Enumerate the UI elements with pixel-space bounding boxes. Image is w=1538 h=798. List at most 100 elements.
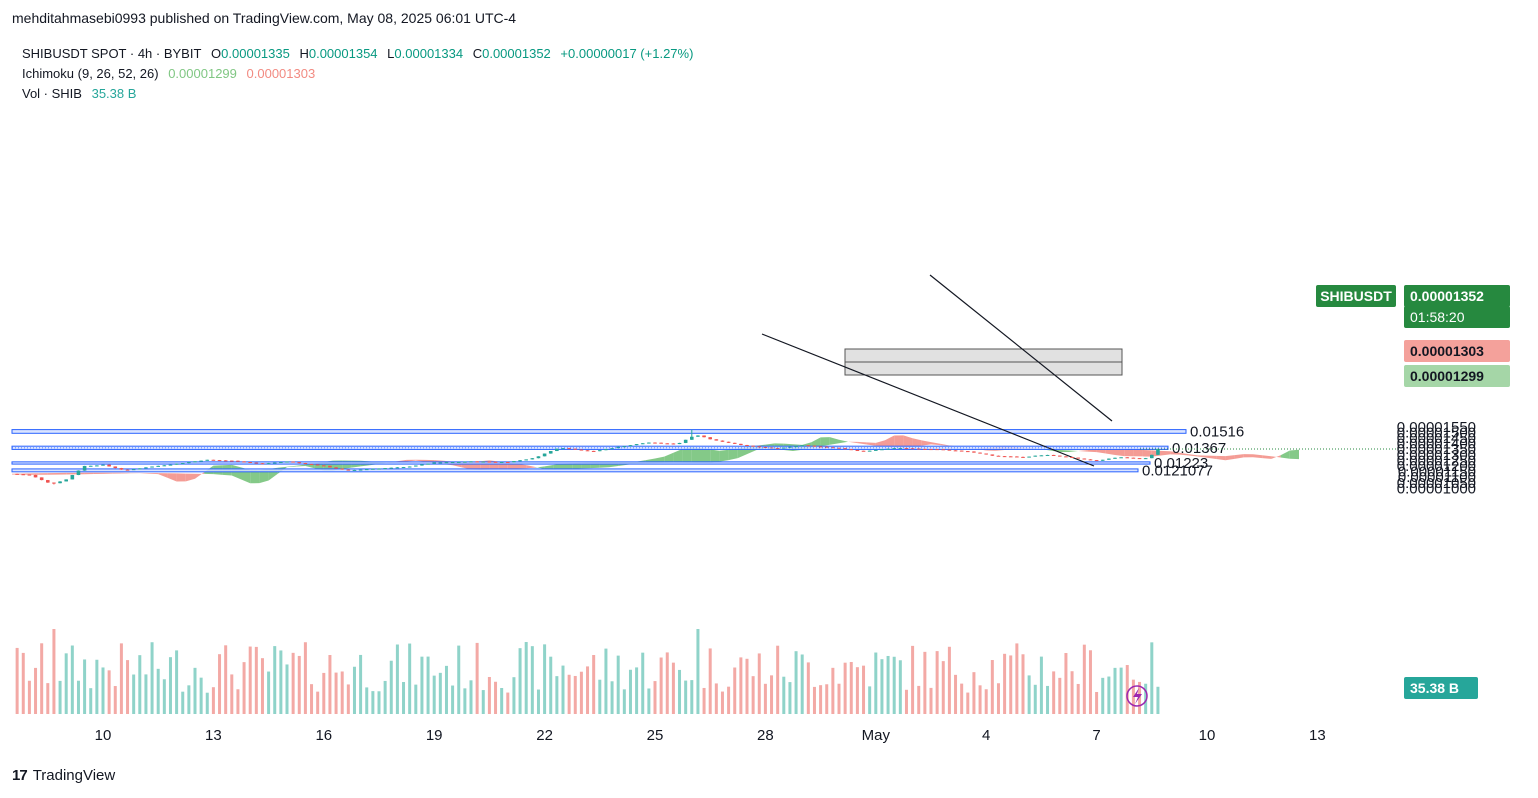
candle-body[interactable] <box>634 444 639 446</box>
candle-body[interactable] <box>407 466 412 468</box>
candle-body[interactable] <box>640 443 645 445</box>
candle-body[interactable] <box>33 474 38 478</box>
candle-body[interactable] <box>260 463 265 465</box>
candle-body[interactable] <box>542 453 547 457</box>
candle-body[interactable] <box>591 450 596 452</box>
candle-body[interactable] <box>174 463 179 465</box>
candle-body[interactable] <box>450 462 455 464</box>
volume-row[interactable]: Vol · SHIB 35.38 B <box>22 84 699 104</box>
candle-body[interactable] <box>371 468 375 470</box>
candle-body[interactable] <box>211 459 216 461</box>
candle-body[interactable] <box>52 482 56 484</box>
candle-body[interactable] <box>70 475 75 480</box>
candle-body[interactable] <box>855 450 860 452</box>
candle-body[interactable] <box>64 479 68 482</box>
candle-body[interactable] <box>481 461 486 463</box>
candle-body[interactable] <box>1125 457 1130 459</box>
candle-body[interactable] <box>499 461 504 463</box>
candle-body[interactable] <box>230 460 234 462</box>
candle-body[interactable] <box>573 448 578 450</box>
candle-body[interactable] <box>732 442 737 444</box>
candle-body[interactable] <box>377 468 381 470</box>
candle-body[interactable] <box>193 461 197 463</box>
candle-body[interactable] <box>334 467 338 469</box>
candle-body[interactable] <box>677 442 682 445</box>
candle-body[interactable] <box>1113 457 1117 459</box>
candle-body[interactable] <box>156 465 160 467</box>
candle-body[interactable] <box>82 465 87 471</box>
candle-body[interactable] <box>947 449 952 451</box>
candle-body[interactable] <box>861 450 866 452</box>
candle-body[interactable] <box>315 464 320 466</box>
candle-body[interactable] <box>131 469 136 471</box>
candle-body[interactable] <box>892 448 896 450</box>
candle-body[interactable] <box>113 466 118 469</box>
candle-body[interactable] <box>236 460 240 462</box>
candle-body[interactable] <box>745 444 749 446</box>
candle-body[interactable] <box>898 448 903 450</box>
support-resistance-zone[interactable] <box>11 429 1187 434</box>
support-resistance-zone[interactable] <box>11 445 1169 450</box>
candle-body[interactable] <box>1051 454 1056 456</box>
candle-body[interactable] <box>1021 456 1025 458</box>
candle-body[interactable] <box>223 460 228 462</box>
candle-body[interactable] <box>622 446 627 448</box>
candle-body[interactable] <box>941 449 946 451</box>
replay-icon[interactable] <box>1126 685 1148 707</box>
candle-body[interactable] <box>187 462 191 464</box>
candle-body[interactable] <box>395 467 400 469</box>
candle-body[interactable] <box>1027 456 1031 458</box>
candle-body[interactable] <box>88 465 93 467</box>
candle-body[interactable] <box>389 467 394 469</box>
candle-body[interactable] <box>107 464 111 467</box>
candle-body[interactable] <box>205 459 210 461</box>
candle-body[interactable] <box>512 461 516 463</box>
candle-body[interactable] <box>708 437 712 440</box>
candle-body[interactable] <box>702 435 706 438</box>
candle-body[interactable] <box>39 477 44 481</box>
candle-body[interactable] <box>432 462 436 464</box>
candle-body[interactable] <box>285 461 289 463</box>
candle-body[interactable] <box>996 455 1001 457</box>
candle-body[interactable] <box>1088 459 1093 461</box>
candle-body[interactable] <box>180 463 185 465</box>
candle-body[interactable] <box>794 446 798 448</box>
candle-body[interactable] <box>352 469 357 471</box>
candle-body[interactable] <box>824 446 829 448</box>
candle-body[interactable] <box>444 462 449 464</box>
candle-body[interactable] <box>420 464 424 466</box>
candle-body[interactable] <box>506 461 510 463</box>
candle-body[interactable] <box>469 461 473 463</box>
candle-body[interactable] <box>561 448 565 450</box>
candle-body[interactable] <box>659 442 663 444</box>
candle-body[interactable] <box>15 473 19 475</box>
candle-body[interactable] <box>880 449 884 451</box>
candle-body[interactable] <box>242 461 246 463</box>
candle-body[interactable] <box>874 449 878 451</box>
candle-body[interactable] <box>272 462 277 464</box>
candle-body[interactable] <box>493 461 498 463</box>
candle-body[interactable] <box>714 439 719 441</box>
candle-body[interactable] <box>1143 458 1148 460</box>
candle-body[interactable] <box>831 447 835 449</box>
candle-body[interactable] <box>414 465 418 467</box>
candle-body[interactable] <box>518 460 522 462</box>
candle-body[interactable] <box>910 448 915 450</box>
candle-body[interactable] <box>297 462 302 464</box>
candle-body[interactable] <box>1137 458 1142 460</box>
candle-body[interactable] <box>726 441 731 443</box>
candle-body[interactable] <box>1107 458 1111 460</box>
candle-body[interactable] <box>598 450 602 452</box>
candle-body[interactable] <box>929 449 933 451</box>
candle-body[interactable] <box>217 460 222 462</box>
candle-body[interactable] <box>585 450 590 452</box>
candle-body[interactable] <box>27 474 32 476</box>
candle-body[interactable] <box>346 469 351 471</box>
candle-body[interactable] <box>751 445 755 447</box>
candle-body[interactable] <box>1150 454 1154 459</box>
candle-body[interactable] <box>475 461 479 463</box>
candle-body[interactable] <box>150 466 154 468</box>
candle-body[interactable] <box>279 462 283 464</box>
support-resistance-zone[interactable] <box>11 461 1151 465</box>
